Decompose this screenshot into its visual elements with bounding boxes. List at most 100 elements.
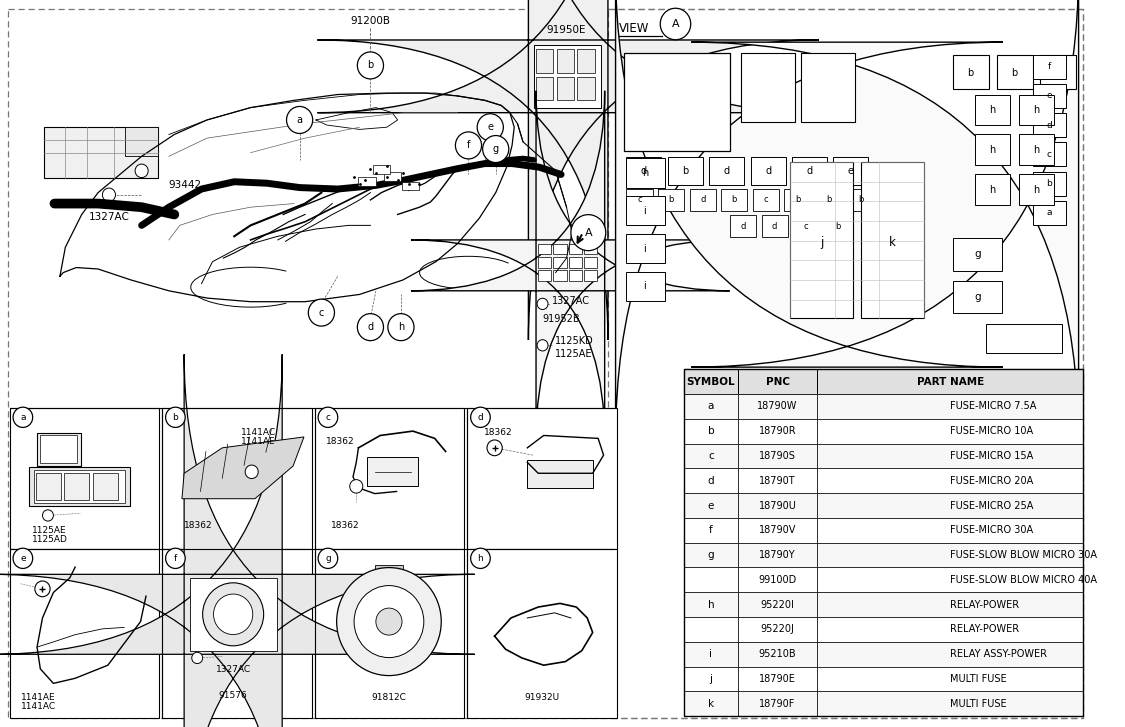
Bar xyxy=(536,49,554,73)
Bar xyxy=(1033,113,1065,137)
Bar xyxy=(684,568,738,593)
Text: b: b xyxy=(172,413,178,422)
Text: 95220J: 95220J xyxy=(760,624,794,635)
Bar xyxy=(684,667,738,691)
Bar xyxy=(569,244,582,254)
Bar xyxy=(10,408,159,549)
Text: 1141AE: 1141AE xyxy=(20,693,55,702)
Text: i: i xyxy=(710,649,712,659)
Bar xyxy=(624,53,730,151)
Text: k: k xyxy=(889,236,896,249)
Circle shape xyxy=(660,8,691,40)
Text: e: e xyxy=(1046,92,1052,100)
Circle shape xyxy=(477,113,503,141)
Bar xyxy=(584,244,597,254)
Circle shape xyxy=(537,298,548,310)
Circle shape xyxy=(318,548,337,569)
Text: FUSE-MICRO 30A: FUSE-MICRO 30A xyxy=(951,526,1033,535)
Bar xyxy=(162,408,312,549)
Bar xyxy=(315,408,465,549)
Bar xyxy=(818,518,1083,542)
Bar xyxy=(738,617,818,642)
Text: g: g xyxy=(325,554,331,563)
Circle shape xyxy=(287,106,313,134)
Text: e: e xyxy=(848,166,854,176)
Circle shape xyxy=(43,510,53,521)
Text: 91932U: 91932U xyxy=(524,693,559,702)
Text: 1125AD: 1125AD xyxy=(32,535,68,544)
Circle shape xyxy=(470,548,490,569)
Text: 93442: 93442 xyxy=(169,180,202,190)
FancyBboxPatch shape xyxy=(317,0,819,340)
Circle shape xyxy=(308,299,334,326)
Text: 1327AC: 1327AC xyxy=(552,296,591,306)
Bar xyxy=(534,45,602,108)
Bar xyxy=(975,95,1010,125)
Text: d: d xyxy=(772,222,777,230)
Bar xyxy=(1041,55,1077,89)
Bar xyxy=(684,542,738,568)
Bar xyxy=(750,157,785,185)
Text: d: d xyxy=(723,166,730,176)
Text: f: f xyxy=(467,140,470,150)
Bar xyxy=(792,157,827,185)
Bar xyxy=(40,435,78,463)
Text: i: i xyxy=(644,244,647,254)
Text: c: c xyxy=(325,413,331,422)
Text: d: d xyxy=(708,475,714,486)
Text: b: b xyxy=(668,196,674,204)
Bar xyxy=(953,55,989,89)
Text: PART NAME: PART NAME xyxy=(917,377,983,387)
Text: a: a xyxy=(1046,208,1052,217)
Text: b: b xyxy=(968,68,974,78)
Bar xyxy=(684,493,738,518)
Bar xyxy=(359,177,376,186)
Text: g: g xyxy=(493,144,498,154)
Text: 1327AC: 1327AC xyxy=(216,665,251,674)
Text: f: f xyxy=(709,526,713,535)
Text: g: g xyxy=(974,292,981,302)
Bar xyxy=(738,419,818,443)
Bar xyxy=(861,162,924,318)
Text: 18790U: 18790U xyxy=(758,501,796,510)
Text: f: f xyxy=(1047,63,1051,71)
Circle shape xyxy=(14,407,33,427)
Text: b: b xyxy=(858,196,863,204)
Circle shape xyxy=(470,407,490,427)
Text: b: b xyxy=(682,166,688,176)
Circle shape xyxy=(135,164,148,177)
Text: 99100D: 99100D xyxy=(758,575,796,585)
Text: FUSE-MICRO 25A: FUSE-MICRO 25A xyxy=(951,501,1034,510)
Circle shape xyxy=(245,465,259,478)
Text: 1141AC: 1141AC xyxy=(241,428,276,437)
Bar xyxy=(627,234,665,263)
Text: b: b xyxy=(795,196,800,204)
Bar xyxy=(1033,201,1065,225)
Bar xyxy=(818,394,1083,419)
Bar xyxy=(738,369,818,394)
Bar xyxy=(190,578,277,651)
Circle shape xyxy=(537,340,548,351)
Bar xyxy=(738,642,818,667)
Text: e: e xyxy=(487,122,493,132)
Circle shape xyxy=(318,407,337,427)
Bar xyxy=(34,470,125,503)
Text: h: h xyxy=(398,322,404,332)
Text: 1141AC: 1141AC xyxy=(20,702,56,710)
Bar xyxy=(467,549,616,718)
Text: FUSE-MICRO 15A: FUSE-MICRO 15A xyxy=(951,451,1034,461)
Circle shape xyxy=(214,594,253,635)
Text: a: a xyxy=(297,115,303,125)
Text: d: d xyxy=(641,166,647,176)
Bar xyxy=(627,158,665,188)
Bar xyxy=(818,667,1083,691)
Text: 18790T: 18790T xyxy=(759,475,795,486)
Text: i: i xyxy=(644,206,647,216)
Text: d: d xyxy=(740,222,746,230)
Text: d: d xyxy=(368,322,374,332)
Text: i: i xyxy=(644,281,647,292)
Bar xyxy=(847,189,874,211)
Bar xyxy=(64,473,89,500)
Bar xyxy=(738,542,818,568)
Circle shape xyxy=(165,548,186,569)
